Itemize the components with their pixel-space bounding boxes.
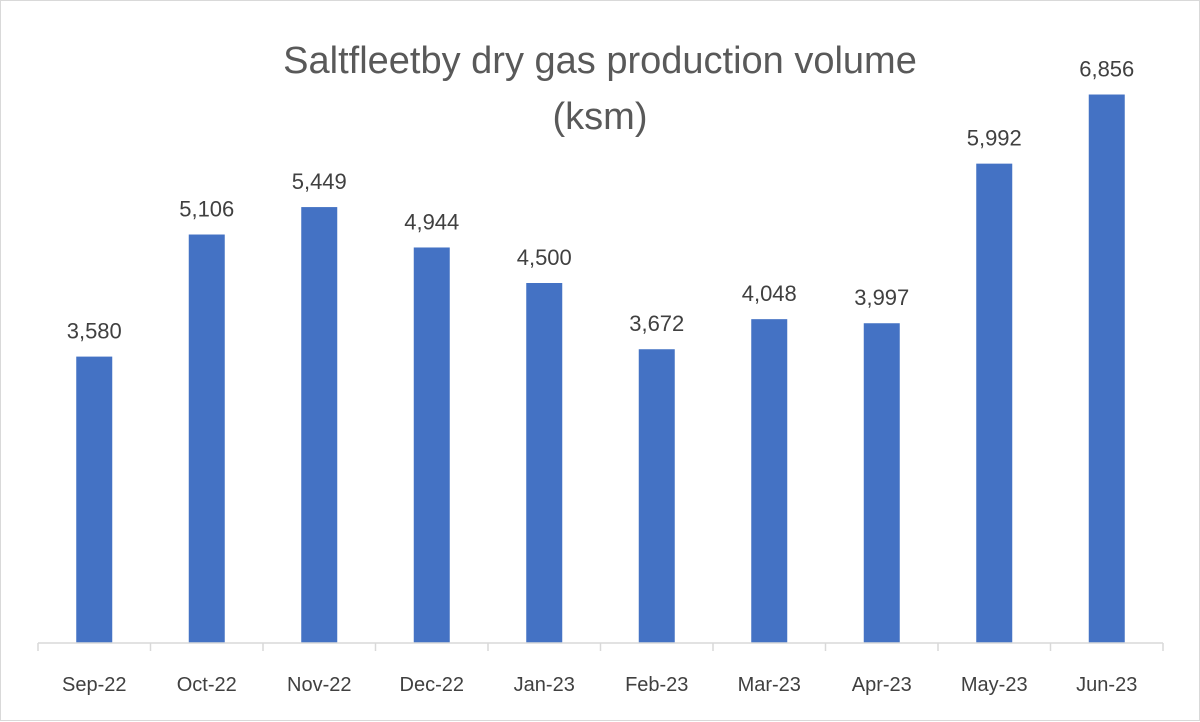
tick-label-feb-23: Feb-23 [625, 674, 688, 696]
bar-series [76, 94, 1125, 644]
bar-may-23 [976, 163, 1013, 643]
data-label-apr-23: 3,997 [854, 285, 909, 310]
bar-oct-22 [188, 234, 225, 643]
bar-nov-22 [301, 207, 338, 643]
tick-label-oct-22: Oct-22 [177, 674, 237, 696]
tick-label-nov-22: Nov-22 [287, 674, 351, 696]
bar-mar-23 [751, 319, 788, 643]
bar-jun-23 [1088, 94, 1125, 643]
x-axis-ticks [37, 643, 1164, 651]
tick-label-jan-23: Jan-23 [514, 674, 575, 696]
tick-label-jun-23: Jun-23 [1076, 674, 1137, 696]
data-label-jan-23: 4,500 [517, 245, 572, 270]
chart-title-unit: (ksm) [553, 96, 648, 138]
bar-dec-22 [413, 247, 450, 644]
data-label-mar-23: 4,048 [742, 281, 797, 306]
tick-label-mar-23: Mar-23 [738, 674, 801, 696]
bar-sep-22 [76, 356, 113, 643]
data-label-jun-23: 6,856 [1079, 57, 1134, 82]
data-labels: 3,580 5,106 5,449 4,944 4,500 3,672 4,048 3,997… [67, 57, 1135, 344]
tick-label-sep-22: Sep-22 [62, 674, 127, 696]
tick-label-may-23: May-23 [961, 674, 1028, 696]
data-label-dec-22: 4,944 [404, 209, 459, 234]
data-label-feb-23: 3,672 [629, 311, 684, 336]
data-label-may-23: 5,992 [967, 126, 1022, 151]
tick-label-apr-23: Apr-23 [852, 674, 912, 696]
bar-feb-23 [638, 349, 675, 643]
data-label-sep-22: 3,580 [67, 319, 122, 344]
tick-label-dec-22: Dec-22 [400, 674, 464, 696]
chart-title: Saltfleetby dry gas production volume [283, 40, 917, 82]
data-label-nov-22: 5,449 [292, 169, 347, 194]
bar-jan-23 [526, 283, 563, 643]
bar-apr-23 [863, 323, 900, 643]
data-label-oct-22: 5,106 [179, 197, 234, 222]
x-axis-tick-labels: Sep-22 Oct-22 Nov-22 Dec-22 Jan-23 Feb-23 Mar-… [62, 674, 1137, 696]
